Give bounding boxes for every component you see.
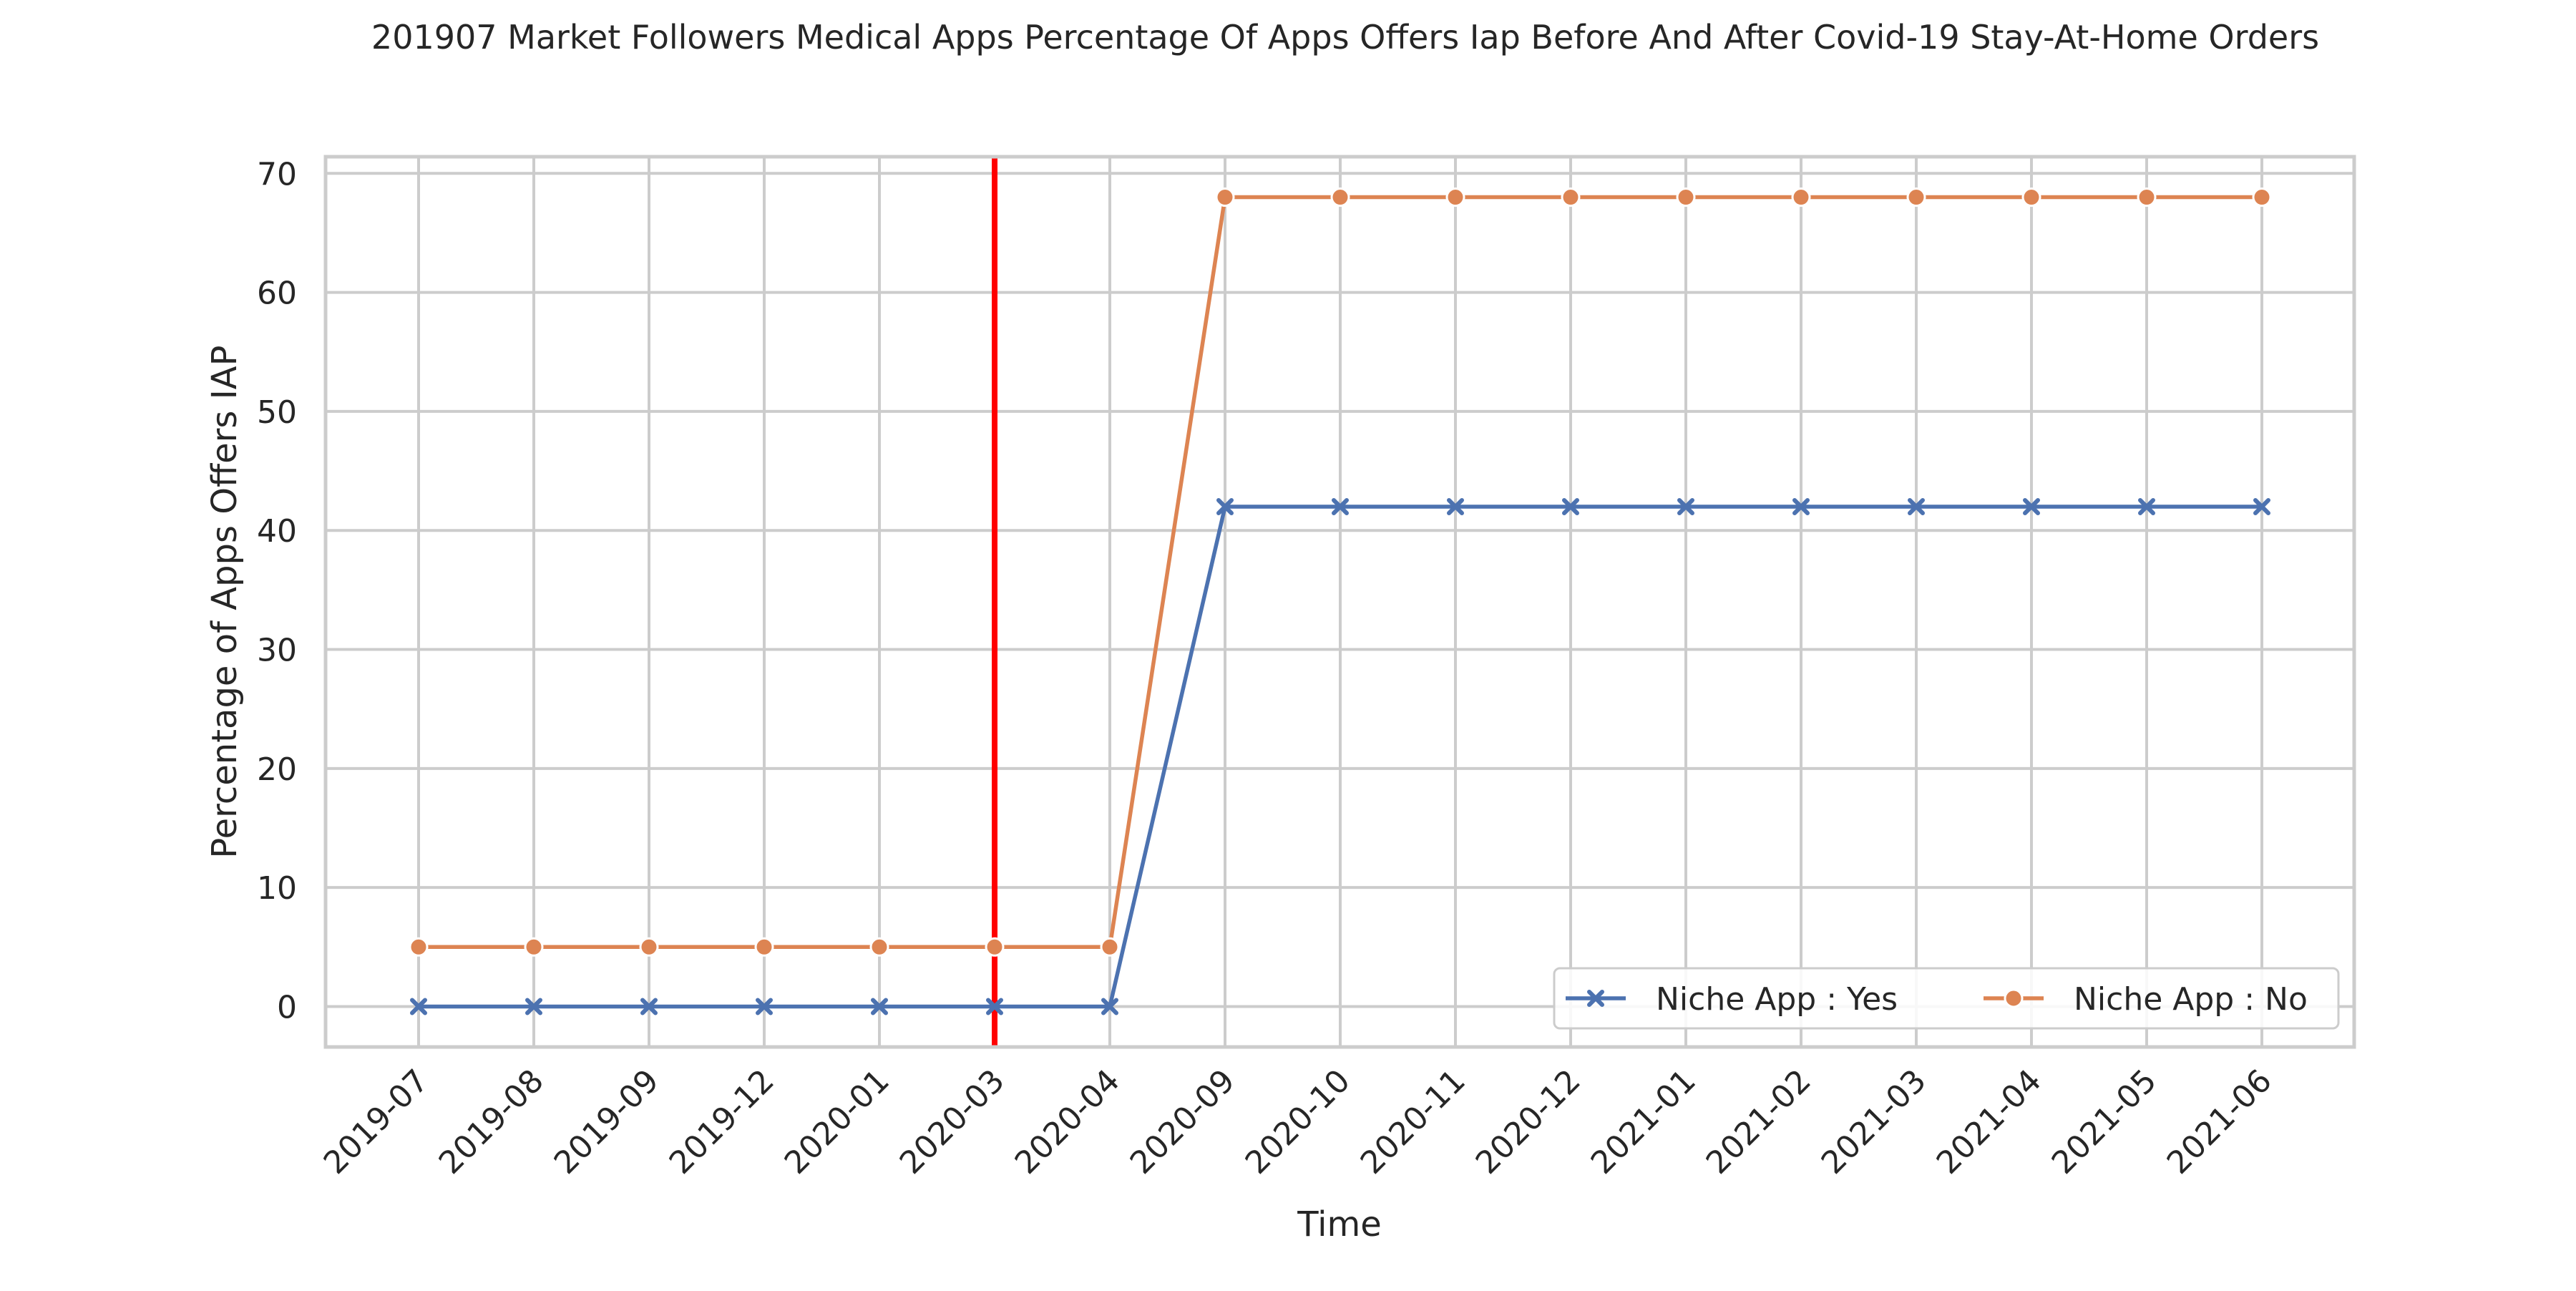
series [410, 497, 2270, 1015]
data-point [1216, 497, 1234, 515]
data-point [1101, 998, 1118, 1015]
x-tick-label: 2019-08 [432, 1063, 551, 1182]
data-point [409, 937, 429, 957]
x-tick-label: 2020-04 [1008, 1063, 1127, 1182]
data-point [1792, 497, 1810, 515]
data-point [985, 937, 1005, 957]
data-point [1100, 937, 1120, 957]
y-tick-label: 30 [257, 633, 297, 669]
y-axis-label: Percentage of Apps Offers IAP [205, 345, 245, 858]
x-tick-label: 2019-12 [663, 1063, 781, 1182]
x-tick-label: 2020-11 [1354, 1063, 1473, 1182]
x-tick-label: 2020-03 [893, 1063, 1012, 1182]
data-point [2252, 187, 2272, 208]
data-point [1562, 497, 1579, 515]
data-point [2004, 988, 2024, 1008]
data-point [525, 998, 542, 1015]
x-axis-ticks: 2019-072019-082019-092019-122020-012020-… [317, 1063, 2279, 1182]
x-tick-label: 2020-12 [1469, 1063, 1588, 1182]
data-point [1330, 187, 1350, 208]
data-point [756, 998, 773, 1015]
data-point [639, 937, 659, 957]
y-tick-label: 10 [257, 870, 297, 907]
legend-label: Niche App : No [2074, 981, 2308, 1018]
x-tick-label: 2021-03 [1815, 1063, 1933, 1182]
data-point [1447, 497, 1464, 515]
y-tick-label: 0 [277, 989, 297, 1026]
data-point [2023, 497, 2040, 515]
x-tick-label: 2020-01 [778, 1063, 897, 1182]
y-tick-label: 50 [257, 394, 297, 431]
x-tick-label: 2021-06 [2160, 1063, 2279, 1182]
data-point [1908, 497, 1925, 515]
legend: Niche App : Yes Niche App : No [1553, 967, 2340, 1030]
data-point [640, 998, 658, 1015]
legend-entry: Niche App : Yes [1566, 981, 1898, 1018]
y-tick-label: 40 [257, 513, 297, 550]
data-point [1215, 187, 1235, 208]
data-point [1587, 990, 1604, 1007]
data-point [1445, 187, 1465, 208]
x-axis-label: Time [1297, 1204, 1381, 1244]
data-point [1906, 187, 1926, 208]
data-point [524, 937, 544, 957]
series-layer [409, 187, 2272, 1015]
x-tick-label: 2021-01 [1584, 1063, 1703, 1182]
plot-frame [323, 155, 2356, 1049]
x-tick-label: 2019-09 [547, 1063, 666, 1182]
data-point [1677, 497, 1694, 515]
legend-label: Niche App : Yes [1656, 981, 1898, 1018]
data-point [1561, 187, 1581, 208]
y-tick-label: 60 [257, 276, 297, 312]
data-point [1791, 187, 1811, 208]
data-point [2021, 187, 2041, 208]
x-tick-label: 2020-09 [1123, 1063, 1242, 1182]
legend-box [1553, 967, 2340, 1030]
gridlines [326, 157, 2354, 1047]
data-point [754, 937, 774, 957]
data-point [869, 937, 889, 957]
series [409, 187, 2272, 957]
data-point [2137, 187, 2157, 208]
y-tick-label: 20 [257, 751, 297, 788]
x-tick-label: 2020-10 [1239, 1063, 1357, 1182]
data-point [986, 998, 1003, 1015]
data-point [1676, 187, 1696, 208]
data-point [410, 998, 427, 1015]
legend-entry: Niche App : No [1984, 981, 2308, 1018]
data-point [1332, 497, 1349, 515]
x-tick-label: 2021-04 [1930, 1063, 2049, 1182]
data-point [2138, 497, 2155, 515]
x-tick-label: 2019-07 [317, 1063, 436, 1182]
data-point [871, 998, 888, 1015]
y-tick-label: 70 [257, 156, 297, 193]
data-point [2253, 497, 2270, 515]
x-tick-label: 2021-05 [2045, 1063, 2164, 1182]
chart-title: 201907 Market Followers Medical Apps Per… [371, 18, 2319, 57]
y-axis-ticks: 0 10 20 30 40 50 60 70 [257, 156, 297, 1026]
x-tick-label: 2021-02 [1699, 1063, 1818, 1182]
